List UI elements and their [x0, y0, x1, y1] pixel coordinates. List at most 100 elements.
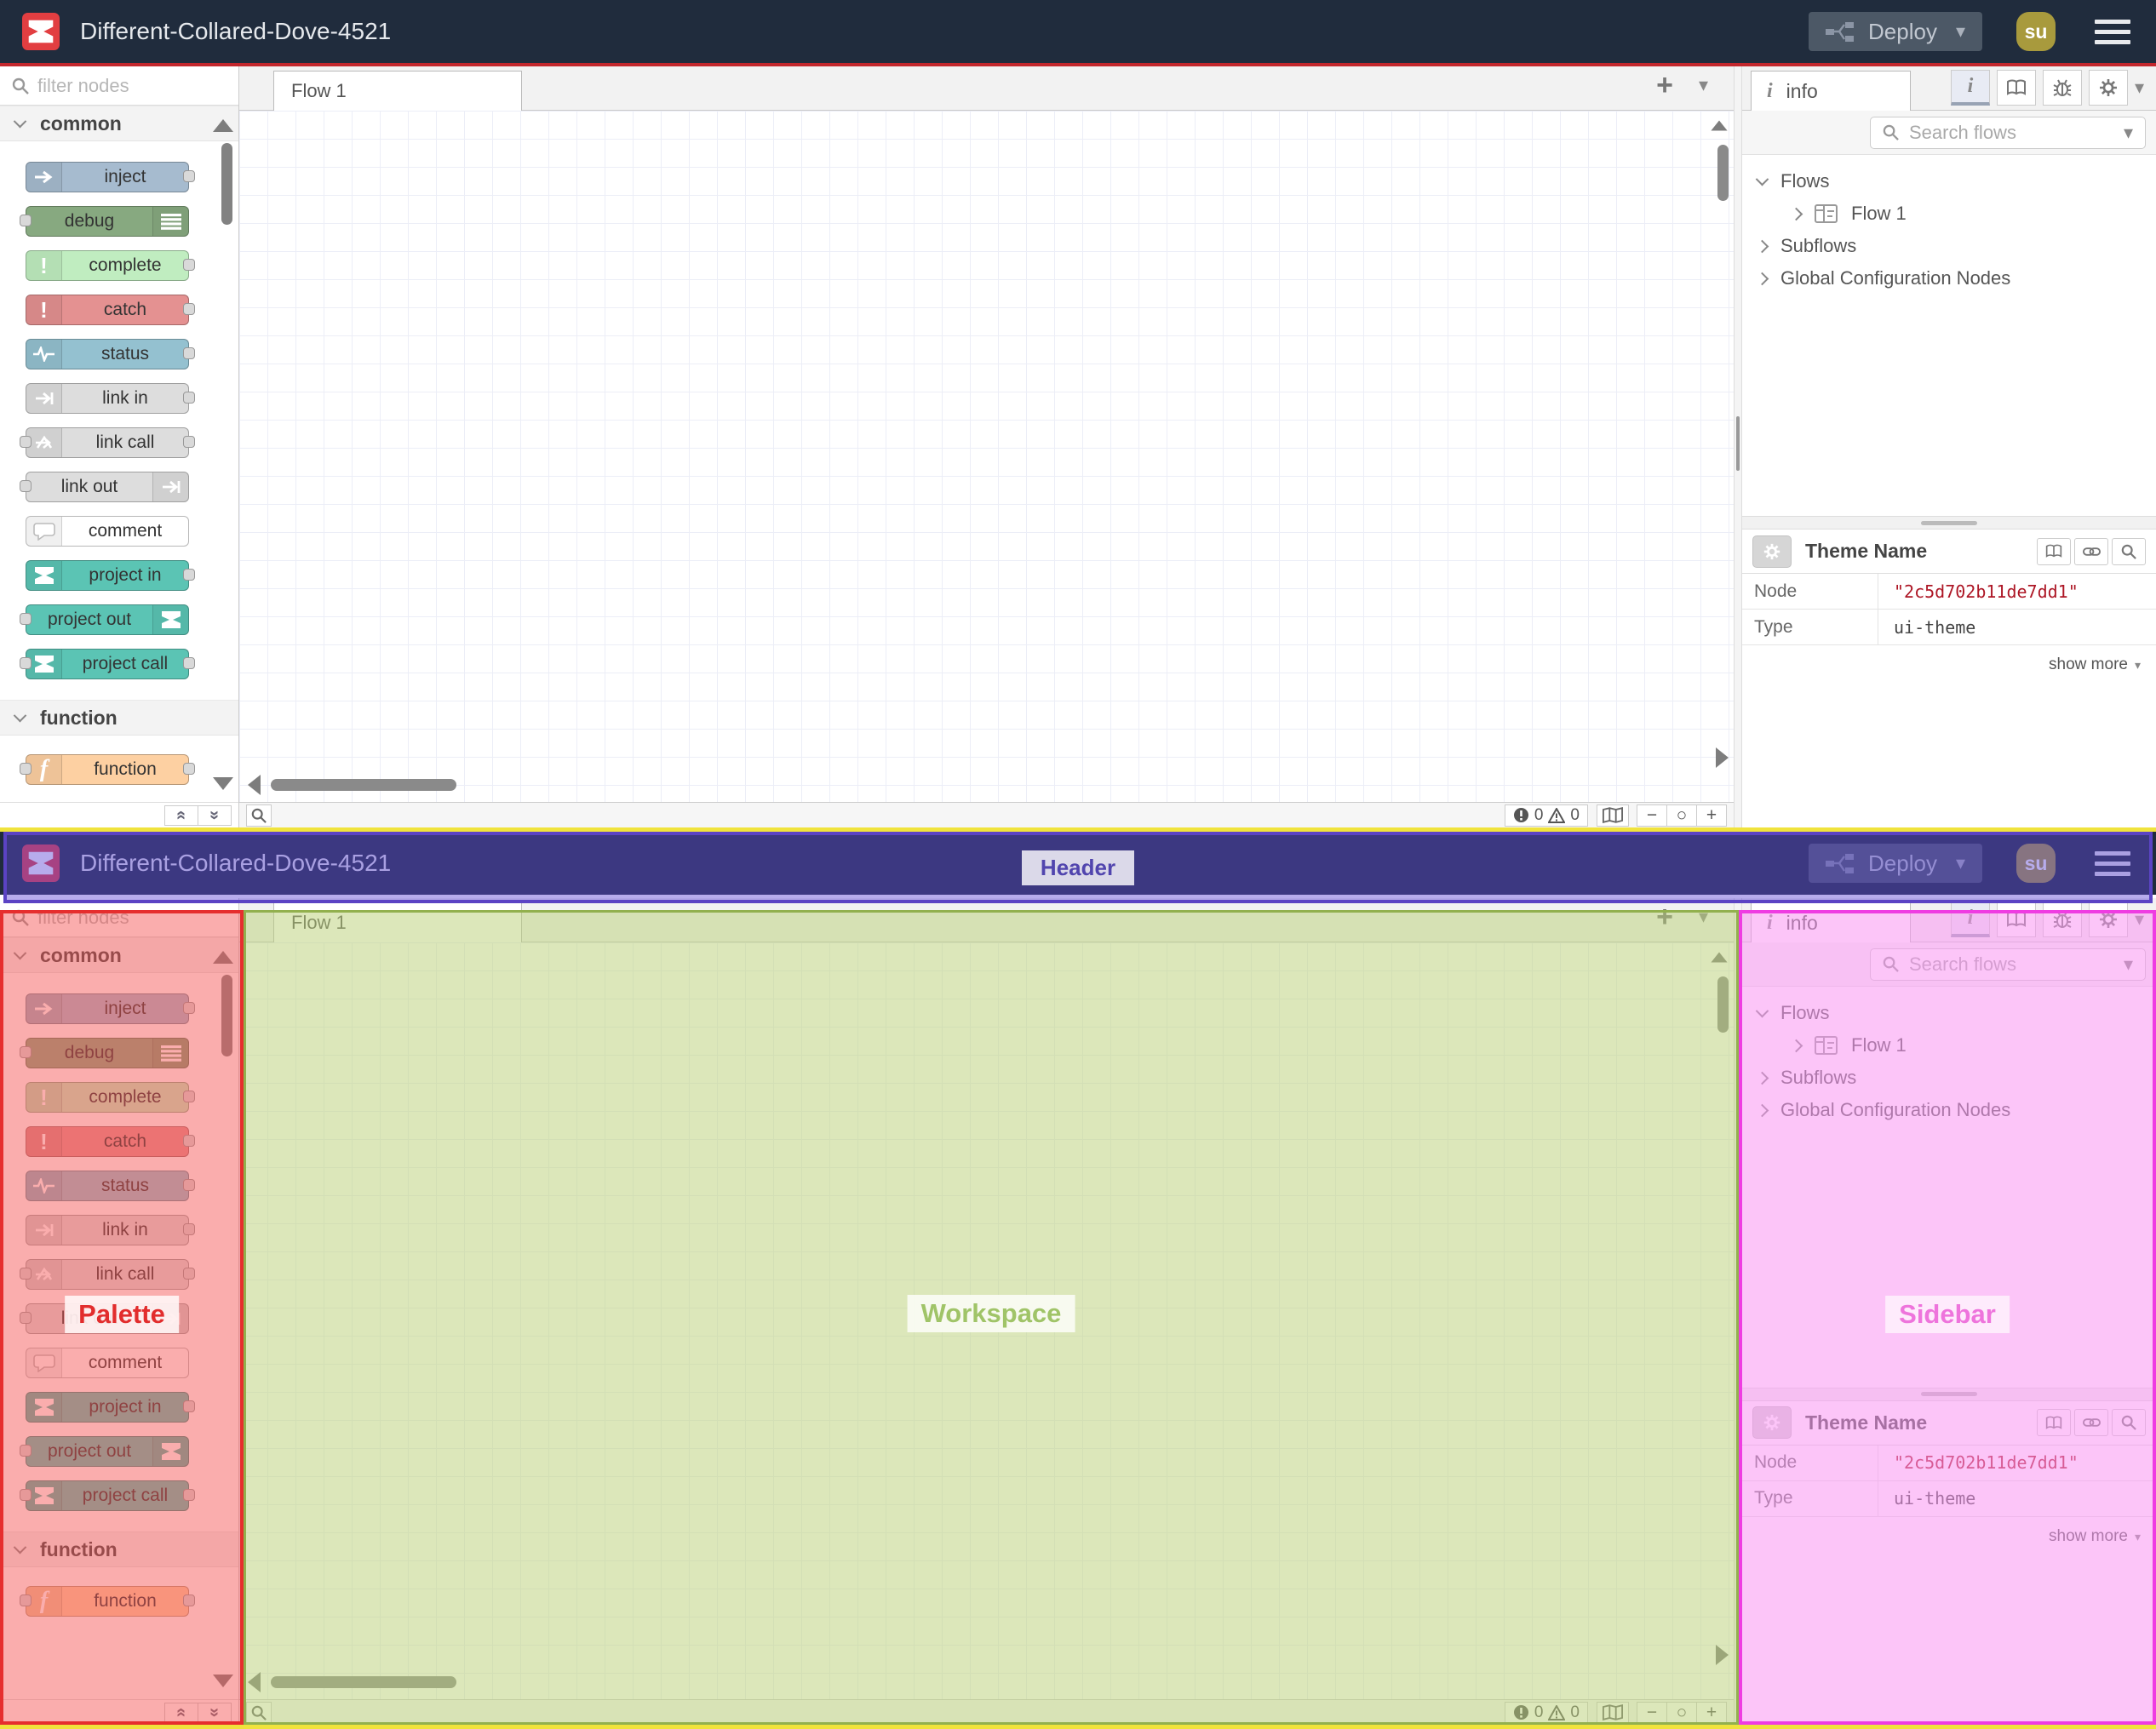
flow-canvas[interactable]: [239, 111, 1734, 802]
project-mark-icon: [26, 1481, 62, 1510]
zoom-reset-button[interactable]: ○: [1666, 804, 1697, 827]
tree-item-flows[interactable]: Flows: [1742, 165, 2156, 198]
expand-all-button[interactable]: »: [198, 804, 232, 826]
sidebar-help-button[interactable]: [1996, 70, 2036, 106]
deploy-caret-icon[interactable]: ▾: [1955, 20, 1965, 42]
notification-counts[interactable]: 0 0: [1504, 804, 1588, 827]
zoom-in-button[interactable]: +: [1696, 804, 1727, 827]
sidebar-info-button[interactable]: i: [1950, 70, 1990, 106]
user-avatar[interactable]: su: [2016, 12, 2056, 51]
palette-category-function[interactable]: function: [0, 1531, 238, 1567]
collapse-all-button[interactable]: «: [164, 1702, 198, 1723]
splitter-grip[interactable]: [1921, 520, 1977, 525]
node-label: comment: [88, 1353, 163, 1372]
palette-category-function[interactable]: function: [0, 700, 238, 736]
error-icon: [1513, 808, 1528, 822]
show-more-link[interactable]: show more ▾: [1742, 645, 2156, 684]
palette-node-project-in[interactable]: project in: [26, 560, 195, 591]
node-help-button[interactable]: [2037, 537, 2071, 565]
palette-scroll-down-icon[interactable]: [213, 1675, 233, 1687]
sidebar-splitter[interactable]: [1734, 66, 1742, 827]
sidebar-debug-button[interactable]: [2042, 70, 2082, 106]
palette-category-common[interactable]: common: [0, 937, 238, 973]
annotation-palette-region: Palette: [0, 910, 244, 1725]
tab-info[interactable]: i info: [1751, 71, 1911, 111]
palette-node-project-out[interactable]: project out: [20, 604, 189, 635]
palette-node-project-call[interactable]: project call: [20, 1480, 195, 1511]
node-info-panel: Theme Name: [1742, 530, 2156, 684]
info-value-node-id[interactable]: "2c5d702b11de7dd1": [1894, 581, 2079, 602]
palette-node-project-in[interactable]: project in: [26, 1392, 195, 1423]
palette-node-link-call[interactable]: link call: [20, 427, 195, 458]
sidebar-config-button[interactable]: [2088, 70, 2128, 106]
tab-flow-1[interactable]: Flow 1: [273, 71, 522, 111]
tree-item-flow-1[interactable]: Flow 1: [1742, 198, 2156, 230]
add-flow-button[interactable]: +: [1656, 69, 1673, 101]
canvas-search-button[interactable]: [246, 804, 272, 827]
palette-node-debug[interactable]: debug: [20, 1038, 189, 1068]
canvas-horizontal-scrollbar[interactable]: [271, 779, 456, 791]
palette-node-inject[interactable]: inject: [26, 993, 195, 1024]
user-avatar[interactable]: su: [2016, 844, 2056, 883]
palette-node-link-in[interactable]: link in: [26, 383, 195, 414]
canvas-scroll-up-icon[interactable]: [1711, 120, 1728, 131]
palette-scrollbar[interactable]: [221, 143, 232, 225]
config-node-button[interactable]: [1752, 535, 1792, 568]
tree-item-global-config[interactable]: Global Configuration Nodes: [1742, 262, 2156, 295]
flow-list-caret-icon[interactable]: ▾: [1698, 74, 1708, 95]
palette-node-link-in[interactable]: link in: [26, 1215, 195, 1245]
project-mark-icon: [26, 1393, 62, 1422]
navigator-button[interactable]: [1597, 804, 1629, 827]
palette-node-status[interactable]: status: [26, 339, 195, 369]
caret-down-icon: ▾: [2134, 658, 2141, 673]
palette-node-comment[interactable]: comment: [26, 1348, 189, 1378]
search-filter-caret-icon[interactable]: ▾: [2123, 121, 2133, 143]
palette-scroll-down-icon[interactable]: [213, 777, 233, 790]
palette-scroll-up-icon[interactable]: [213, 119, 233, 132]
deploy-button[interactable]: Deploy ▾: [1809, 844, 1982, 883]
palette-node-inject[interactable]: inject: [26, 162, 195, 192]
zoom-out-button[interactable]: −: [1637, 804, 1667, 827]
main-menu-button[interactable]: [2091, 848, 2134, 879]
palette-node-comment[interactable]: comment: [26, 516, 189, 547]
palette-node-complete[interactable]: ! complete: [26, 250, 195, 281]
palette-node-catch[interactable]: ! catch: [26, 1126, 195, 1157]
palette-node-link-call[interactable]: link call: [20, 1259, 195, 1290]
palette-node-debug[interactable]: debug: [20, 206, 189, 237]
output-port: [183, 1400, 195, 1412]
palette-filter[interactable]: filter nodes: [0, 66, 238, 106]
palette-scrollbar[interactable]: [221, 975, 232, 1056]
expand-all-button[interactable]: »: [198, 1702, 232, 1723]
tree-item-subflows[interactable]: Subflows: [1742, 230, 2156, 262]
project-mark-icon: [152, 1437, 188, 1466]
deploy-button[interactable]: Deploy ▾: [1809, 12, 1982, 51]
palette-category-common[interactable]: common: [0, 106, 238, 141]
palette-node-complete[interactable]: ! complete: [26, 1082, 195, 1113]
palette-node-function[interactable]: f function: [20, 754, 195, 785]
node-label: status: [100, 1176, 150, 1195]
canvas-vertical-scrollbar[interactable]: [1717, 145, 1729, 201]
palette-node-function[interactable]: f function: [20, 1586, 195, 1617]
palette-node-project-out[interactable]: project out: [20, 1436, 189, 1467]
deploy-label: Deploy: [1868, 850, 1937, 876]
canvas-scroll-left-icon[interactable]: [248, 775, 261, 795]
main-menu-button[interactable]: [2091, 16, 2134, 48]
sidebar-panel-splitter[interactable]: [1742, 516, 2156, 530]
splitter-grip[interactable]: [1736, 416, 1740, 472]
palette-node-link-out[interactable]: link out: [20, 472, 189, 502]
sidebar-menu-caret-icon[interactable]: ▾: [2134, 77, 2144, 98]
canvas-scroll-right-icon[interactable]: [1716, 747, 1729, 768]
search-flows-input[interactable]: Search flows ▾: [1870, 116, 2146, 149]
palette-scroll-up-icon[interactable]: [213, 951, 233, 964]
node-link-button[interactable]: [2074, 537, 2108, 565]
palette-node-project-call[interactable]: project call: [20, 649, 195, 679]
palette-node-status[interactable]: status: [26, 1171, 195, 1201]
node-search-button[interactable]: [2112, 537, 2146, 565]
palette-filter[interactable]: filter nodes: [0, 898, 238, 937]
category-label: function: [40, 1537, 118, 1560]
deploy-caret-icon[interactable]: ▾: [1955, 852, 1965, 873]
chevron-down-icon: [13, 708, 27, 722]
palette-node-catch[interactable]: ! catch: [26, 295, 195, 325]
collapse-all-button[interactable]: «: [164, 804, 198, 826]
input-port: [20, 480, 32, 492]
